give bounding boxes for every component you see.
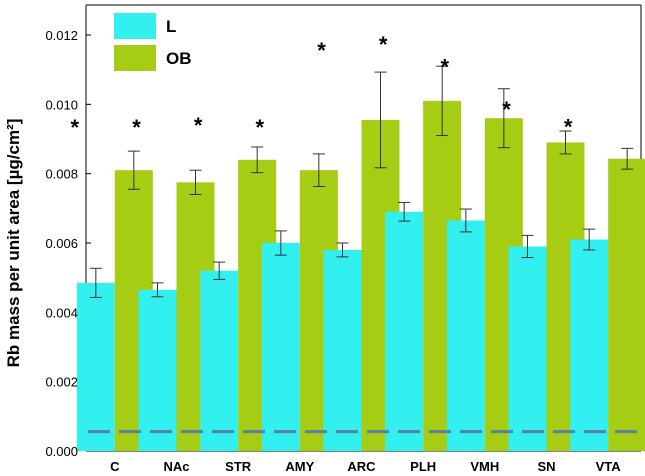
significance-star-c: * [71, 115, 80, 140]
bar-l-str [200, 270, 239, 451]
x-tick-label-vmh: VMH [470, 459, 499, 474]
bar-l-nac [138, 289, 177, 451]
significance-star-sn: * [502, 97, 511, 122]
significance-star-amy: * [256, 115, 265, 140]
legend-label-l: L [166, 17, 176, 36]
error-bars [89, 65, 634, 298]
y-tick-label: 0.010 [45, 97, 78, 112]
y-tick-label: 0.012 [45, 28, 78, 43]
bars [76, 100, 645, 452]
bar-l-c [76, 282, 115, 451]
y-tick-label: 0.006 [45, 236, 78, 251]
bar-l-vta [570, 239, 609, 451]
legend-swatch-ob [114, 45, 156, 71]
y-axis-label: Rb mass per unit area [µg/cm²] [4, 119, 23, 368]
legend-label-ob: OB [166, 49, 192, 68]
significance-star-vmh: * [441, 55, 450, 80]
significance-star-plh: * [379, 32, 388, 57]
y-tick-label: 0.008 [45, 167, 78, 182]
significance-star-str: * [194, 113, 203, 138]
bar-l-amy [261, 243, 300, 451]
y-tick-label: 0.004 [45, 305, 78, 320]
x-tick-label-c: C [110, 459, 120, 474]
legend: L OB [114, 13, 192, 71]
significance-star-vta: * [564, 114, 573, 139]
bar-l-arc [323, 249, 362, 451]
y-tick-label: 0.000 [45, 444, 78, 459]
x-tick-label-str: STR [225, 459, 252, 474]
x-tick-label-plh: PLH [410, 459, 436, 474]
bar-l-sn [508, 246, 547, 451]
bar-ob-vta [608, 158, 645, 451]
significance-star-nac: * [132, 115, 141, 140]
y-tick-label: 0.002 [45, 375, 78, 390]
x-tick-label-sn: SN [537, 459, 555, 474]
bar-l-vmh [446, 220, 485, 451]
significance-star-arc: * [317, 38, 326, 63]
x-tick-label-amy: AMY [285, 459, 314, 474]
legend-swatch-l [114, 13, 156, 39]
tick-labels: 0.000 0.002 0.004 0.006 0.008 0.010 0.012 C NAc S… [45, 28, 621, 474]
significance-markers: * * * * * * * * * [71, 32, 573, 140]
x-tick-label-arc: ARC [347, 459, 376, 474]
x-tick-label-vta: VTA [596, 459, 622, 474]
bar-l-plh [385, 211, 424, 451]
x-tick-label-nac: NAc [163, 459, 189, 474]
